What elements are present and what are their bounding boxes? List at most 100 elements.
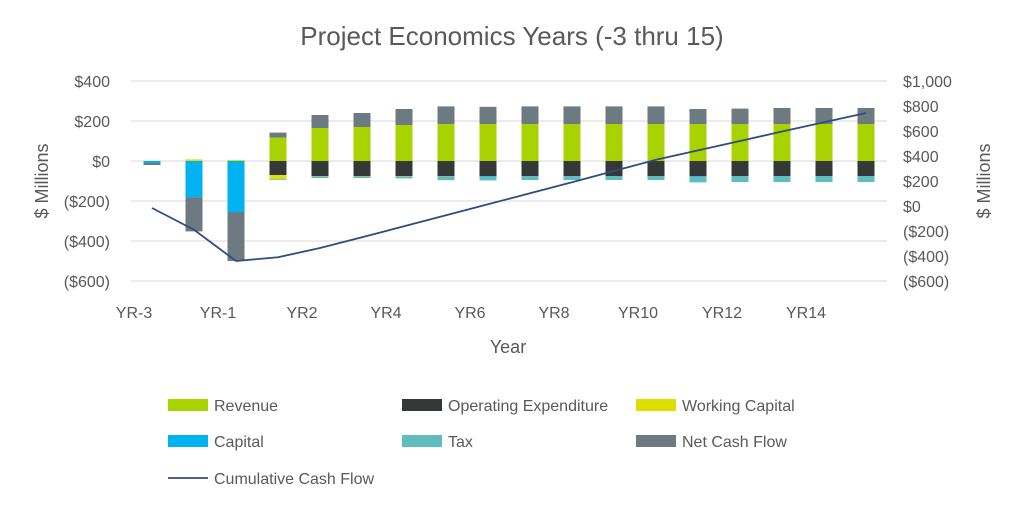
bar-tax (773, 176, 791, 182)
bar-revenue (689, 124, 707, 161)
legend-swatch (168, 399, 208, 411)
bar-net-cash-flow (521, 106, 539, 124)
bar-tax (857, 176, 875, 182)
y-axis-label: $ Millions (32, 143, 52, 218)
chart-title: Project Economics Years (-3 thru 15) (300, 21, 723, 51)
bar-net-cash-flow (437, 106, 455, 124)
bar-operating-expenditure (731, 161, 749, 176)
bar-operating-expenditure (311, 161, 329, 176)
bar-tax (269, 179, 287, 180)
y2-tick-label: $0 (903, 199, 921, 216)
x-tick-label: YR6 (454, 305, 485, 322)
bar-operating-expenditure (563, 161, 581, 176)
bar-operating-expenditure (689, 161, 707, 176)
bar-operating-expenditure (395, 161, 413, 176)
bar-revenue (269, 137, 287, 161)
bar-revenue (815, 124, 833, 161)
bar-net-cash-flow (353, 113, 371, 127)
bar-net-cash-flow (815, 108, 833, 124)
bar-net-cash-flow (563, 106, 581, 124)
x-tick-label: YR-3 (116, 305, 153, 322)
bar-operating-expenditure (479, 161, 497, 176)
bar-tax (689, 176, 707, 183)
bar-revenue (731, 124, 749, 161)
bar-net-cash-flow (773, 108, 791, 124)
legend-swatch (168, 435, 208, 447)
bar-revenue (521, 124, 539, 161)
bar-net-cash-flow (731, 108, 749, 124)
bar-tax (605, 176, 623, 180)
y2-tick-label: $800 (903, 99, 939, 116)
bar-revenue (563, 124, 581, 161)
x-tick-label: YR8 (538, 305, 569, 322)
bar-net-cash-flow (143, 163, 161, 165)
legend-swatch (402, 399, 442, 411)
y2-tick-label: $600 (903, 124, 939, 141)
bar-net-cash-flow (647, 106, 665, 124)
bar-revenue (605, 124, 623, 161)
legend-label: Tax (448, 434, 473, 451)
bar-net-cash-flow (857, 108, 875, 124)
bar-working-capital (269, 175, 287, 179)
bar-tax (353, 176, 371, 178)
y2-tick-label: ($400) (903, 249, 949, 266)
bar-tax (479, 176, 497, 181)
bar-operating-expenditure (269, 161, 287, 175)
bar-operating-expenditure (773, 161, 791, 176)
y2-tick-label: $400 (903, 149, 939, 166)
legend-swatch (402, 435, 442, 447)
bar-capital (227, 161, 245, 212)
bar-net-cash-flow (395, 109, 413, 125)
y-tick-label: $200 (74, 114, 110, 131)
legend-label: Capital (214, 434, 264, 451)
legend-label: Net Cash Flow (682, 434, 787, 451)
y-tick-label: ($400) (64, 234, 110, 251)
bar-working-capital (185, 159, 203, 161)
x-tick-label: YR4 (370, 305, 401, 322)
y-tick-label: ($600) (64, 274, 110, 291)
bar-tax (437, 176, 455, 181)
x-tick-label: YR14 (786, 305, 826, 322)
x-tick-label: YR10 (618, 305, 658, 322)
bar-tax (395, 176, 413, 179)
legend-label: Cumulative Cash Flow (214, 471, 375, 488)
bar-working-capital (227, 160, 245, 161)
bar-revenue (437, 124, 455, 161)
legend-label: Operating Expenditure (448, 398, 608, 415)
bar-tax (563, 176, 581, 180)
x-tick-label: YR12 (702, 305, 742, 322)
line-cumulative-cash-flow (151, 112, 867, 262)
bar-net-cash-flow (605, 106, 623, 124)
bar-operating-expenditure (647, 161, 665, 176)
legend-label: Working Capital (682, 398, 795, 415)
y2-tick-label: ($200) (903, 224, 949, 241)
legend-swatch (636, 435, 676, 447)
bar-tax (815, 176, 833, 182)
bar-operating-expenditure (857, 161, 875, 176)
y2-tick-label: ($600) (903, 274, 949, 291)
bar-net-cash-flow (269, 132, 287, 138)
bar-tax (647, 176, 665, 180)
bar-net-cash-flow (227, 212, 245, 261)
bar-revenue (479, 124, 497, 161)
bar-revenue (395, 125, 413, 161)
x-tick-label: YR2 (286, 305, 317, 322)
bar-operating-expenditure (353, 161, 371, 176)
y-tick-label: ($200) (64, 194, 110, 211)
bar-revenue (311, 128, 329, 161)
bar-revenue (857, 124, 875, 161)
y2-tick-label: $1,000 (903, 74, 952, 91)
y2-axis-label: $ Millions (974, 143, 994, 218)
bar-net-cash-flow (689, 109, 707, 124)
legend-swatch (636, 399, 676, 411)
bar-capital (143, 161, 161, 163)
bar-net-cash-flow (479, 106, 497, 124)
bar-revenue (353, 127, 371, 161)
bar-net-cash-flow (311, 115, 329, 128)
bar-revenue (647, 124, 665, 161)
bar-operating-expenditure (521, 161, 539, 176)
y-tick-label: $400 (74, 74, 110, 91)
bar-tax (731, 176, 749, 182)
